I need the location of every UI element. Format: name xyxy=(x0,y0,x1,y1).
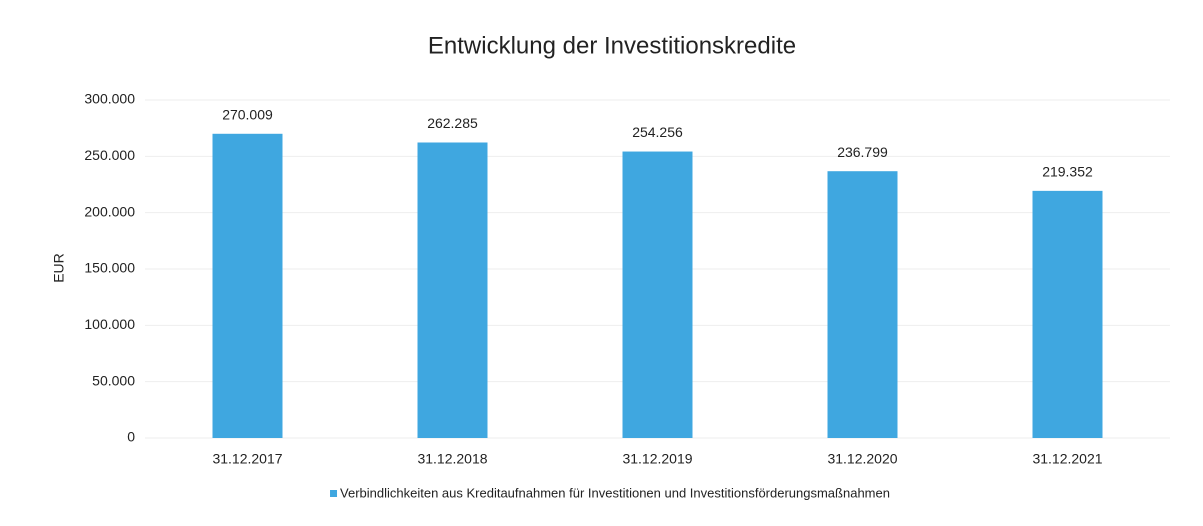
y-tick-label: 250.000 xyxy=(84,147,135,163)
data-label: 254.256 xyxy=(632,124,683,140)
chart-title: Entwicklung der Investitionskredite xyxy=(428,32,796,59)
bar xyxy=(622,151,693,438)
y-tick-label: 150.000 xyxy=(84,260,135,276)
x-tick-label: 31.12.2018 xyxy=(417,451,487,467)
y-tick-label: 200.000 xyxy=(84,203,135,219)
y-tick-label: 100.000 xyxy=(84,316,135,332)
y-tick-label: 0 xyxy=(127,429,135,445)
bar xyxy=(417,142,488,438)
bar xyxy=(212,133,283,438)
data-label: 270.009 xyxy=(222,106,273,122)
bar xyxy=(1032,190,1103,438)
legend-swatch xyxy=(330,490,338,497)
y-tick-label: 300.000 xyxy=(84,91,135,107)
bar xyxy=(827,171,898,438)
data-label: 219.352 xyxy=(1042,164,1093,180)
x-tick-label: 31.12.2019 xyxy=(622,451,692,467)
y-axis-label: EUR xyxy=(51,253,67,283)
y-tick-label: 50.000 xyxy=(92,372,135,388)
x-tick-label: 31.12.2021 xyxy=(1032,451,1102,467)
data-label: 262.285 xyxy=(427,115,478,131)
x-tick-label: 31.12.2017 xyxy=(212,451,282,467)
legend-label: Verbindlichkeiten aus Kreditaufnahmen fü… xyxy=(340,485,890,500)
x-tick-label: 31.12.2020 xyxy=(827,451,897,467)
data-label: 236.799 xyxy=(837,144,888,160)
